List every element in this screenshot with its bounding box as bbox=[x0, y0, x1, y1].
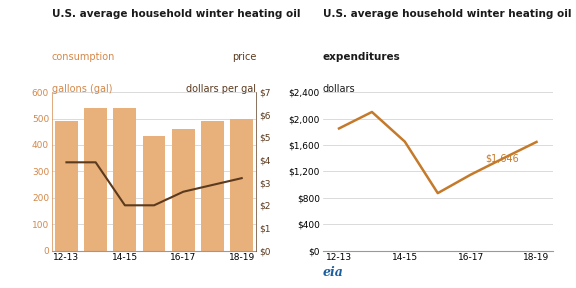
Bar bbox=[84, 108, 107, 251]
Text: $1,646: $1,646 bbox=[485, 154, 519, 164]
Bar bbox=[113, 108, 137, 251]
Text: price: price bbox=[232, 52, 256, 62]
Bar bbox=[172, 129, 195, 251]
Text: gallons (gal): gallons (gal) bbox=[52, 84, 112, 94]
Text: U.S. average household winter heating oil: U.S. average household winter heating oi… bbox=[52, 9, 300, 19]
Text: consumption: consumption bbox=[52, 52, 115, 62]
Bar bbox=[201, 121, 224, 251]
Text: U.S. average household winter heating oil: U.S. average household winter heating oi… bbox=[323, 9, 571, 19]
Bar bbox=[230, 119, 253, 251]
Text: eia: eia bbox=[323, 266, 343, 279]
Text: dollars: dollars bbox=[323, 84, 355, 94]
Bar bbox=[143, 136, 165, 251]
Text: expenditures: expenditures bbox=[323, 52, 400, 62]
Text: dollars per gal: dollars per gal bbox=[186, 84, 256, 94]
Bar bbox=[55, 121, 78, 251]
